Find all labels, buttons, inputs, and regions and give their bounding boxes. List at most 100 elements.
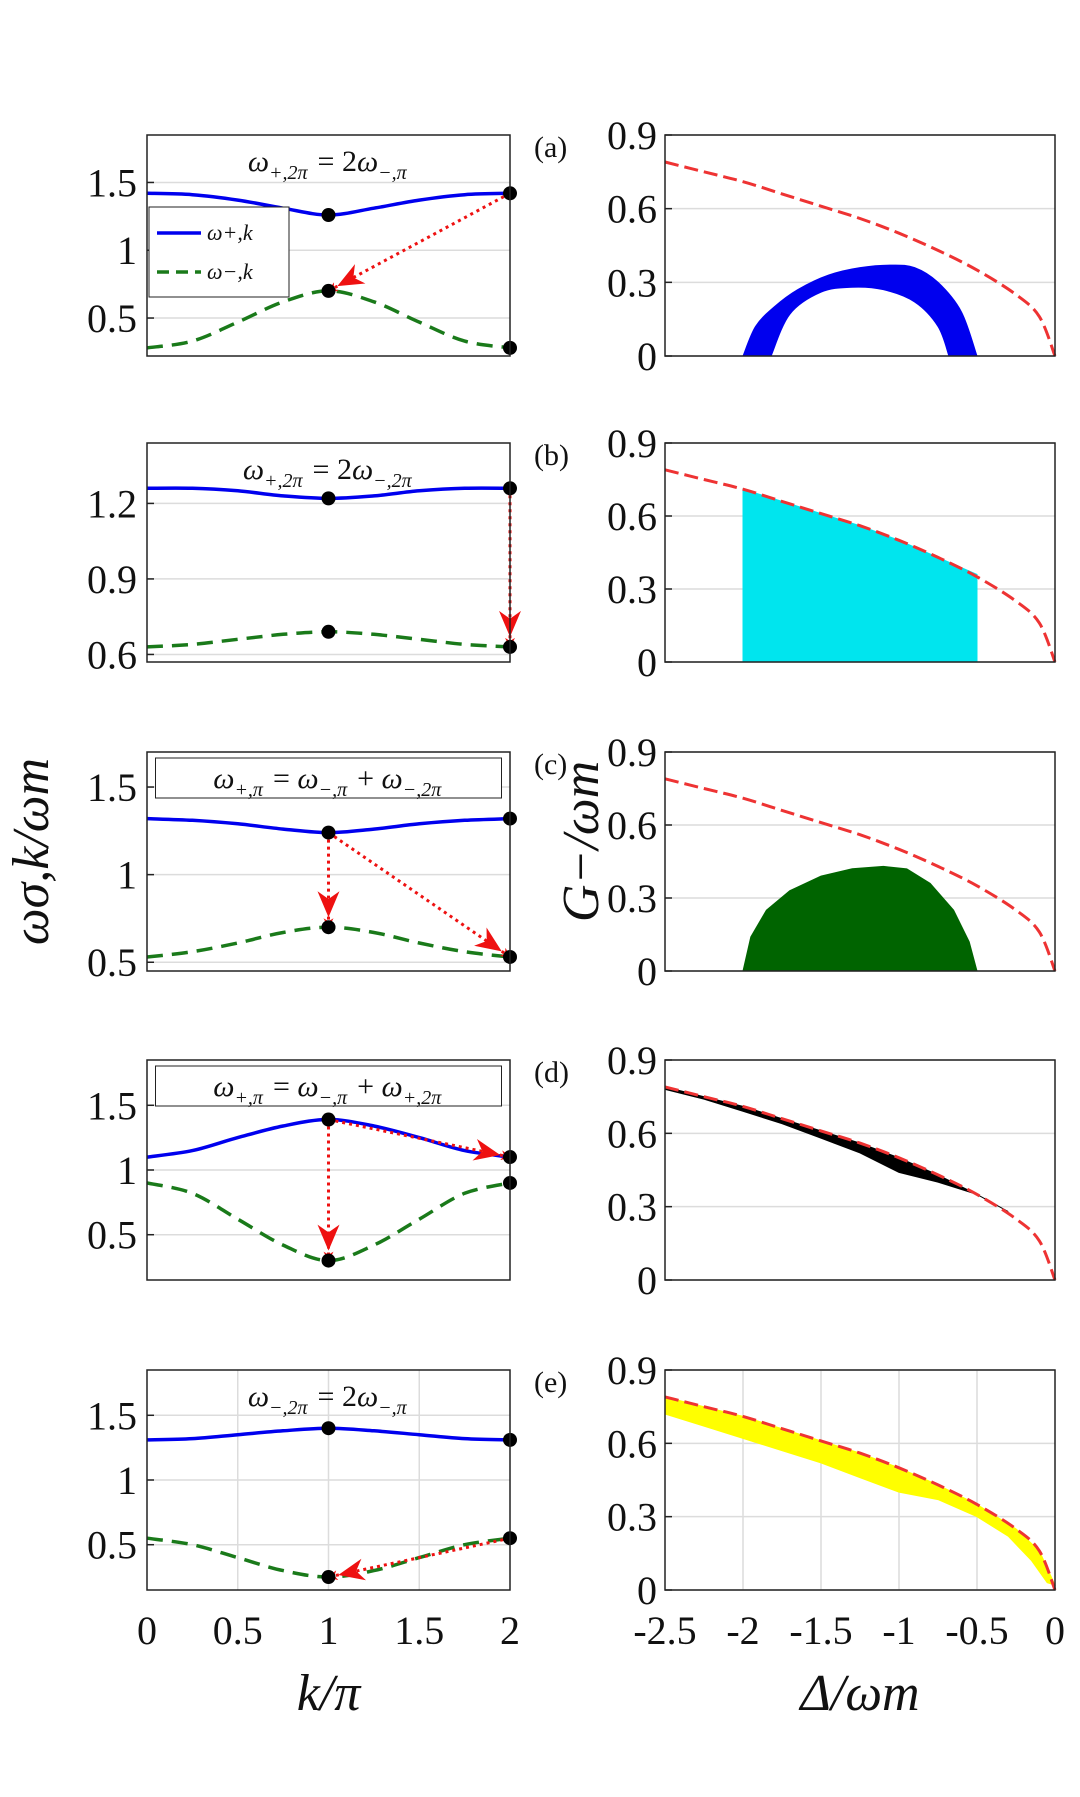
stability-boundary bbox=[664, 1395, 1057, 1591]
stability-panel-d: 0 0.3 0.6 0.9 bbox=[607, 1038, 1057, 1303]
plot-frame bbox=[146, 134, 511, 357]
legend-label-omega-plus: ω+,k bbox=[207, 220, 254, 245]
y-tick-label: 0 bbox=[637, 640, 657, 685]
y-tick-label: 1 bbox=[117, 1458, 137, 1503]
dispersion-panel-b: 0.6 0.9 1.2 (b) bbox=[87, 439, 569, 677]
mode-point bbox=[321, 491, 336, 506]
x-axis-label: k/π bbox=[297, 1665, 363, 1722]
panel-letter: (e) bbox=[534, 1366, 567, 1399]
stability-boundary bbox=[664, 777, 1057, 972]
resonance-condition: ω+,2π = 2ω−,π bbox=[248, 145, 409, 184]
y-tick-label: 1 bbox=[117, 228, 137, 273]
plot-frame bbox=[664, 1369, 1056, 1591]
arrow-head bbox=[317, 1224, 340, 1251]
x-tick-label: -0.5 bbox=[945, 1608, 1008, 1653]
arrow-head bbox=[472, 1138, 501, 1161]
stability-boundary bbox=[664, 160, 1057, 357]
transition-arrow bbox=[328, 1118, 511, 1161]
y-tick-label: 0.9 bbox=[607, 421, 657, 466]
plot-frame bbox=[664, 134, 1056, 357]
y-tick-label: 0.9 bbox=[607, 1038, 657, 1083]
y-tick-label: 0 bbox=[637, 1258, 657, 1303]
y-tick-label: 0.9 bbox=[607, 730, 657, 775]
y-tick-label: 0.5 bbox=[87, 940, 137, 985]
parameter-region bbox=[664, 1086, 1009, 1213]
y-tick-label: 0.3 bbox=[607, 1495, 657, 1540]
dispersion-panel-c: 0.5 1 1.5 (c) ωσ,k/ωm bbox=[3, 748, 567, 985]
plot-frame bbox=[146, 442, 511, 663]
mode-point bbox=[321, 825, 336, 840]
stability-boundary bbox=[664, 468, 1057, 663]
plot-frame bbox=[664, 442, 1056, 663]
plot-frame bbox=[664, 751, 1056, 972]
y-tick-label: 0.3 bbox=[607, 260, 657, 305]
x-axis-label: Δ/ωm bbox=[798, 1665, 919, 1722]
resonance-condition: ω−,2π = 2ω−,π bbox=[248, 1380, 409, 1419]
x-tick-label: 0 bbox=[1045, 1608, 1065, 1653]
y-tick-label: 1 bbox=[117, 1148, 137, 1193]
stability-panel-e: 0 0.3 0.6 0.9 -2.5 -2 -1.5 -1 -0.5 0 Δ/ωm bbox=[607, 1348, 1065, 1722]
dispersion-panel-a: 0.5 1 1.5 ω+,k ω−,k (a) bbox=[87, 131, 567, 357]
y-tick-label: 0.9 bbox=[607, 113, 657, 158]
panel-letter: (c) bbox=[534, 748, 567, 781]
panel-letter: (a) bbox=[534, 131, 567, 164]
mode-point bbox=[321, 1112, 336, 1127]
panel-letter: (b) bbox=[534, 439, 569, 472]
y-tick-label: 0.6 bbox=[607, 1421, 657, 1466]
y-axis-label: G−/ωm bbox=[553, 761, 610, 922]
plot-frame bbox=[146, 751, 511, 972]
legend-box bbox=[148, 206, 290, 298]
y-tick-label: 0 bbox=[637, 949, 657, 994]
y-tick-label: 0.6 bbox=[607, 803, 657, 848]
legend-label-omega-minus: ω−,k bbox=[207, 259, 254, 284]
parameter-region bbox=[742, 488, 978, 663]
y-tick-label: 0.9 bbox=[607, 1348, 657, 1393]
mode-point bbox=[321, 1253, 336, 1268]
mode-point bbox=[321, 1570, 336, 1585]
x-tick-label: 1 bbox=[319, 1608, 339, 1653]
y-tick-label: 0.9 bbox=[87, 557, 137, 602]
arrow-head bbox=[338, 1558, 367, 1581]
plot-frame bbox=[664, 1059, 1056, 1281]
mode-point bbox=[321, 283, 336, 298]
x-tick-label: -1.5 bbox=[789, 1608, 852, 1653]
omega-minus-curve bbox=[146, 1181, 511, 1263]
parameter-region bbox=[664, 1396, 1056, 1586]
y-tick-label: 0.6 bbox=[607, 187, 657, 232]
panel-letter: (d) bbox=[534, 1056, 569, 1089]
y-tick-label: 0.3 bbox=[607, 567, 657, 612]
y-tick-label: 0.5 bbox=[87, 1213, 137, 1258]
y-tick-label: 0.6 bbox=[607, 494, 657, 539]
x-tick-label: -2.5 bbox=[633, 1608, 696, 1653]
mode-point bbox=[321, 624, 336, 639]
y-tick-label: 1.5 bbox=[87, 765, 137, 810]
stability-panel-c: 0 0.3 0.6 0.9G−/ωm bbox=[553, 730, 1057, 994]
omega-minus-curve bbox=[146, 289, 511, 350]
y-tick-label: 1.5 bbox=[87, 160, 137, 205]
y-tick-label: 0 bbox=[637, 1568, 657, 1613]
y-tick-label: 0.6 bbox=[87, 632, 137, 677]
parameter-region bbox=[742, 264, 978, 357]
arrow-head bbox=[474, 927, 502, 952]
x-tick-label: 0.5 bbox=[213, 1608, 263, 1653]
y-tick-label: 1 bbox=[117, 853, 137, 898]
dispersion-panel-d: 0.5 1 1.5 (d) bbox=[87, 1056, 569, 1281]
y-tick-label: 1.2 bbox=[87, 481, 137, 526]
stability-panel-a: 0 0.3 0.6 0.9 bbox=[607, 113, 1057, 379]
parameter-region bbox=[742, 865, 978, 972]
x-tick-label: 0 bbox=[137, 1608, 157, 1653]
y-tick-label: 1.5 bbox=[87, 1083, 137, 1128]
equation-box bbox=[155, 757, 502, 799]
stability-panel-b: 0 0.3 0.6 0.9 bbox=[607, 421, 1057, 685]
arrow-head bbox=[337, 264, 366, 287]
x-tick-label: 1.5 bbox=[394, 1608, 444, 1653]
transition-arrow bbox=[327, 1536, 511, 1581]
y-tick-label: 0 bbox=[637, 334, 657, 379]
y-tick-label: 0.6 bbox=[607, 1111, 657, 1156]
y-tick-label: 0.5 bbox=[87, 1523, 137, 1568]
dispersion-panel-e: 0.511.50 0.5 1 1.5 2(e)k/π bbox=[87, 1366, 567, 1722]
transition-arrow bbox=[327, 191, 511, 293]
mode-point bbox=[321, 1421, 336, 1436]
arrow-head bbox=[317, 891, 340, 918]
resonance-condition: ω+,π = ω−,π + ω+,2π bbox=[213, 1070, 444, 1109]
